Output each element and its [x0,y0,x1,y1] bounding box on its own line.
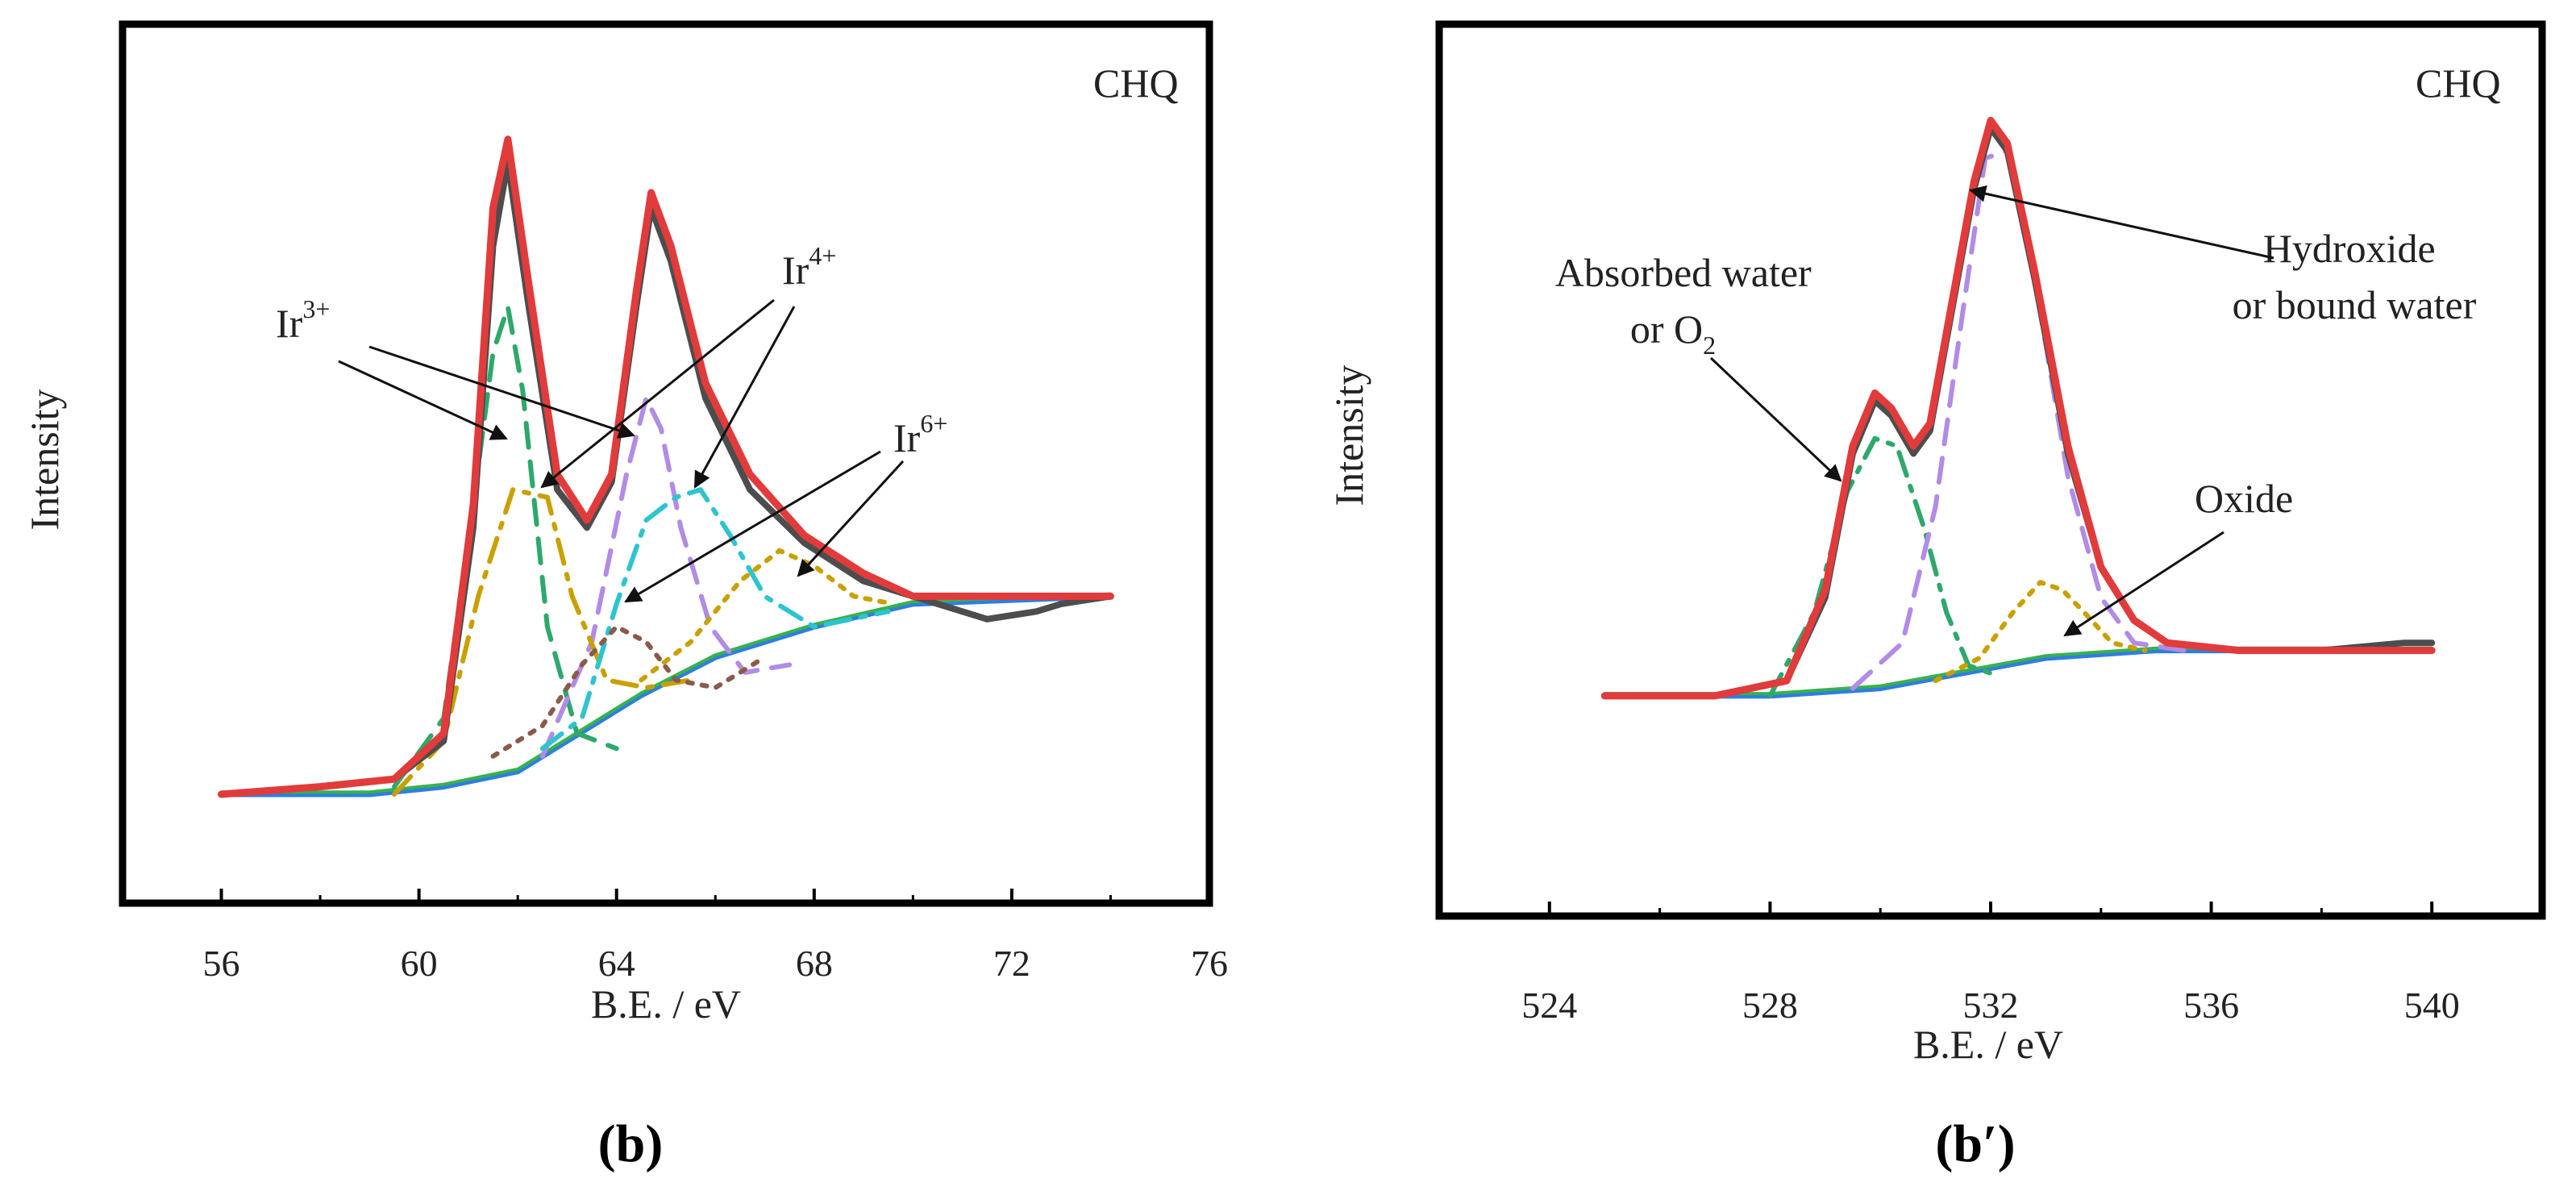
annotation-ir6-base: Ir [893,415,921,460]
y-axis-label-b-prime: Intensity [1326,365,1371,506]
annotation-ir6-b: Ir6+ [893,409,947,460]
background-line-green-bp [1603,646,2434,696]
x-tick-label-b-60: 60 [401,943,438,984]
arrow-ir3-to-peak2 [368,345,635,439]
annotation-ir3-base: Ir [276,301,303,346]
series-b-ir6-4f7-2 [490,624,768,759]
series-b-ir4-4f7-2 [392,487,693,797]
x-tick-label-b-68: 68 [796,943,833,984]
x-axis-ticks-b-prime: 524 528 532 536 540 [1521,902,2460,1026]
series-group-b-prime [1600,116,2436,700]
background-line-green-b [219,592,1113,794]
arrow-oxide [2063,531,2224,637]
panel-label-b: (b) [598,1114,664,1173]
annotation-ir3-sup: 3+ [302,294,330,323]
series-b-ir6-4f5-2 [639,548,896,683]
series-bp-fit-envelope [1600,116,2436,700]
series-bp-absorbed-water-or-o2 [1767,435,1993,698]
series-group-b [218,135,1114,798]
background-line-blue-b [218,593,1113,798]
series-b-ir4-4f5-2 [539,487,891,752]
x-tick-label-bp-540: 540 [2404,985,2460,1026]
annotation-absorbed-sub: 2 [1703,331,1716,360]
annotation-ir4-sup: 4+ [809,241,836,270]
sample-label-b: CHQ [1093,60,1179,106]
annotation-hydroxide: Hydroxide or bound water [2233,226,2477,327]
background-line-blue-bp [1601,648,2435,699]
x-axis-ticks-b: 56 60 64 68 72 76 [203,889,1228,984]
annotation-arrows-b [338,298,905,603]
annotation-hydroxide-line2: or bound water [2233,282,2477,327]
panel-b-prime: 524 528 532 536 540 CHQ B.E. / eV Intensity … [1326,20,2546,1173]
annotation-arrows-b-prime [1709,185,2274,637]
arrow-ir4-to-peak1 [540,298,775,489]
sample-label-b-prime: CHQ [2416,60,2501,106]
series-b-measured [218,159,1114,798]
series-b-ir3-4f5-2 [539,395,793,759]
x-tick-label-bp-528: 528 [1742,985,1798,1026]
arrow-hydroxide [1968,185,2274,260]
annotation-oxide: Oxide [2195,476,2293,521]
x-tick-label-b-64: 64 [598,943,635,984]
arrow-ir4-to-peak2 [693,306,796,489]
series-bp-oxide [1933,580,2148,684]
annotation-hydroxide-line1: Hydroxide [2263,226,2436,271]
plot-frame-b [119,20,1213,907]
series-bp-hydroxide-or-bound-water [1850,148,2187,691]
panel-label-b-prime: (b′) [1935,1114,2015,1173]
series-bp-measured [1601,124,2436,699]
x-tick-label-b-72: 72 [993,943,1030,984]
x-axis-label-b-prime: B.E. / eV [1913,1022,2063,1067]
panel-b: 56 60 64 68 72 76 CHQ B.E. / eV Intensity Ir3… [22,20,1228,1173]
annotation-ir6-sup: 6+ [920,409,947,438]
arrow-ir3-to-peak1 [338,360,508,440]
arrow-absorbed-water [1709,356,1842,482]
annotation-absorbed-line2: or O [1630,306,1703,352]
x-tick-label-b-76: 76 [1191,943,1228,984]
annotation-ir4-base: Ir [782,248,809,293]
annotation-ir4-b: Ir4+ [782,241,836,293]
x-tick-label-bp-536: 536 [2183,985,2239,1026]
annotation-absorbed-line1: Absorbed water [1555,250,1812,295]
x-tick-label-b-56: 56 [203,943,240,984]
annotation-absorbed-water: Absorbed water or O2 [1555,250,1821,360]
annotation-ir3-b: Ir3+ [276,294,330,346]
x-axis-label-b: B.E. / eV [591,981,741,1027]
y-axis-label-b: Intensity [22,389,67,531]
arrow-ir6-to-peak1 [624,450,881,603]
x-tick-label-bp-524: 524 [1521,985,1577,1026]
arrow-ir6-to-peak2 [797,460,905,577]
x-tick-label-bp-532: 532 [1963,985,2019,1026]
series-b-fit-envelope [218,135,1114,798]
